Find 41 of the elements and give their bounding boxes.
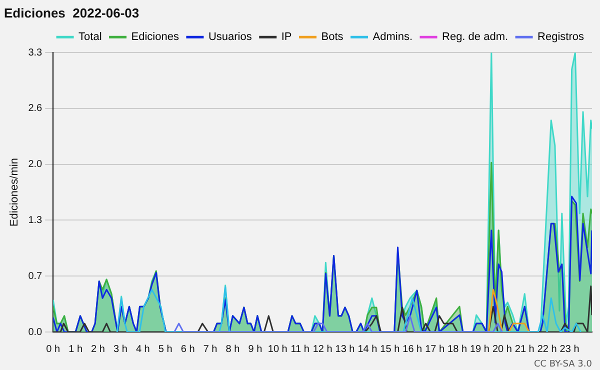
y-tick-label: 2.0 bbox=[28, 159, 43, 170]
x-tick-label: 5 h bbox=[158, 344, 172, 355]
x-tick-label: 0 h bbox=[46, 344, 60, 355]
x-tick-label: 21 h bbox=[514, 344, 534, 355]
x-tick-label: 13 h bbox=[335, 344, 355, 355]
x-tick-label: 19 h bbox=[470, 344, 490, 355]
x-tick-label: 20 h bbox=[492, 344, 512, 355]
legend-label: Registros bbox=[538, 31, 584, 44]
x-tick-label: 18 h bbox=[448, 344, 468, 355]
x-tick-label: 1 h bbox=[68, 344, 83, 355]
x-tick-label: 10 h bbox=[268, 344, 288, 355]
y-tick-label: 2.6 bbox=[28, 103, 43, 114]
x-tick-label: 8 h bbox=[226, 344, 240, 355]
y-tick-label: 0.7 bbox=[28, 270, 43, 282]
x-tick-label: 3 h bbox=[114, 344, 128, 355]
x-tick-label: 4 h bbox=[136, 344, 150, 355]
legend-label: Total bbox=[78, 31, 102, 44]
y-axis-title: Ediciones/min bbox=[8, 158, 21, 227]
legend-label: Ediciones bbox=[131, 31, 180, 44]
y-tick-label: 3.3 bbox=[28, 47, 43, 58]
legend-label: Usuarios bbox=[208, 31, 252, 44]
chart-title: Ediciones 2022-06-03 bbox=[4, 5, 140, 20]
x-tick-label: 11 h bbox=[290, 344, 310, 355]
y-tick-label: 0.0 bbox=[28, 326, 43, 338]
x-tick-label: 17 h bbox=[425, 344, 445, 355]
legend-label: Admins. bbox=[372, 31, 413, 44]
legend-label: Bots bbox=[321, 31, 344, 44]
x-tick-label: 23 h bbox=[560, 344, 580, 355]
x-tick-label: 12 h bbox=[312, 344, 332, 355]
x-tick-label: 7 h bbox=[203, 344, 218, 355]
legend-label: IP bbox=[281, 31, 292, 44]
x-tick-label: 2 h bbox=[91, 344, 105, 355]
y-tick-label: 1.3 bbox=[28, 214, 43, 226]
x-tick-label: 16 h bbox=[402, 344, 422, 355]
x-tick-label: 6 h bbox=[180, 344, 195, 355]
legend-label: Reg. de adm. bbox=[442, 31, 508, 44]
text: CC BY-SA 3.0 bbox=[534, 359, 592, 370]
x-tick-label: 9 h bbox=[248, 344, 262, 355]
x-tick-label: 22 h bbox=[537, 344, 557, 355]
x-tick-label: 14 h bbox=[358, 344, 378, 355]
x-tick-label: 15 h bbox=[380, 344, 400, 355]
